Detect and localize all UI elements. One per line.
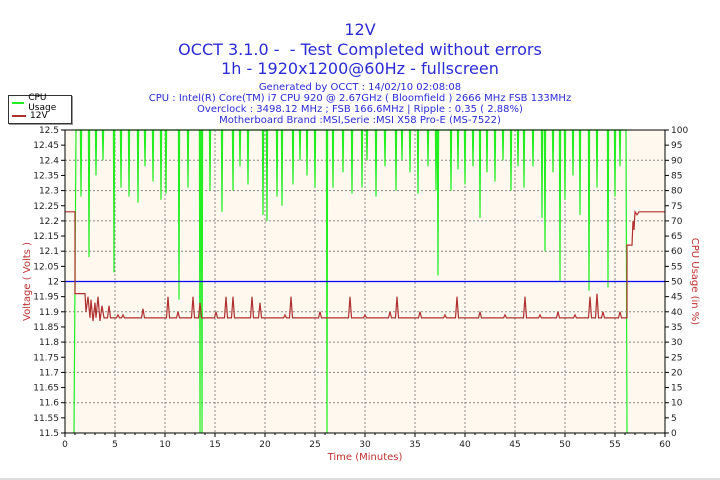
- x-tick-label: 45: [509, 440, 520, 450]
- y2-tick-label: 25: [671, 353, 682, 363]
- x-tick-label: 20: [259, 440, 271, 450]
- y2-tick-label: 90: [671, 156, 683, 166]
- y2-tick-label: 20: [671, 368, 683, 378]
- y2-tick-label: 100: [671, 126, 688, 136]
- x-tick-label: 0: [62, 440, 68, 450]
- legend-label-12v: 12V: [30, 110, 48, 121]
- y-tick-label: 11.6: [39, 399, 59, 409]
- chart-subtitle-2: 1h - 1920x1200@60Hz - fullscreen: [221, 59, 499, 78]
- y2-tick-label: 10: [671, 399, 683, 409]
- y-tick-label: 12.2: [39, 217, 59, 227]
- info-generated: Generated by OCCT : 14/02/10 02:08:08: [258, 82, 462, 93]
- x-tick-label: 30: [359, 440, 371, 450]
- y2-tick-label: 65: [671, 232, 682, 242]
- y-axis-title: Voltage ( Volts ): [22, 242, 33, 321]
- legend-swatch-cpu: [12, 101, 25, 104]
- y2-tick-label: 80: [671, 187, 683, 197]
- info-motherboard: Motherboard Brand :MSI,Serie :MSI X58 Pr…: [219, 115, 501, 126]
- chart-subtitle: OCCT 3.1.0 - - Test Completed without er…: [178, 40, 542, 59]
- x-tick-label: 15: [209, 440, 220, 450]
- x-tick-label: 40: [459, 440, 471, 450]
- y2-axis-title: CPU Usage (in %): [689, 238, 700, 326]
- y-tick-label: 12.15: [33, 232, 59, 242]
- y-tick-label: 11.85: [33, 323, 59, 333]
- y2-tick-label: 30: [671, 338, 683, 348]
- y-tick-label: 11.5: [39, 429, 59, 439]
- plot-frame: [64, 129, 666, 434]
- y2-tick-label: 70: [671, 217, 683, 227]
- legend: CPU Usage 12V: [8, 93, 72, 124]
- y2-tick-label: 5: [671, 414, 677, 424]
- y-tick-label: 12.25: [33, 202, 59, 212]
- y-tick-label: 11.7: [39, 368, 59, 378]
- x-axis-title: Time (Minutes): [327, 452, 403, 463]
- info-cpu: CPU : Intel(R) Core(TM) i7 CPU 920 @ 2.6…: [148, 93, 572, 104]
- y2-tick-label: 95: [671, 141, 682, 151]
- y-tick-label: 12.35: [33, 171, 59, 181]
- x-tick-label: 25: [309, 440, 320, 450]
- info-overclock: Overclock : 3498.12 MHz ; FSB 166.6MHz |…: [197, 104, 523, 115]
- legend-item-cpu: CPU Usage: [9, 93, 71, 113]
- x-tick-label: 10: [159, 440, 171, 450]
- legend-label-cpu: CPU Usage: [28, 92, 57, 113]
- y2-tick-label: 15: [671, 384, 682, 394]
- y-tick-label: 12.3: [39, 187, 59, 197]
- y-tick-label: 11.8: [39, 338, 59, 348]
- y-tick-label: 12.4: [39, 156, 59, 166]
- legend-swatch-12v: [12, 114, 26, 117]
- y-tick-label: 11.65: [33, 384, 59, 394]
- y2-tick-label: 85: [671, 171, 682, 181]
- legend-item-12v: 12V: [9, 109, 71, 122]
- y-tick-label: 11.95: [33, 293, 59, 303]
- x-tick-label: 35: [409, 440, 420, 450]
- y-tick-label: 12.45: [33, 141, 59, 151]
- series-12v: [65, 209, 665, 321]
- chart-title: 12V: [344, 20, 376, 39]
- y-tick-label: 12: [48, 278, 59, 288]
- y2-tick-label: 75: [671, 202, 682, 212]
- y-tick-label: 11.55: [33, 414, 59, 424]
- x-tick-label: 5: [112, 440, 118, 450]
- y2-tick-label: 60: [671, 247, 683, 257]
- y2-tick-label: 40: [671, 308, 683, 318]
- x-tick-label: 50: [559, 440, 571, 450]
- y2-tick-label: 55: [671, 262, 682, 272]
- y-tick-label: 12.05: [33, 262, 59, 272]
- y-tick-label: 12.5: [39, 126, 59, 136]
- y-tick-label: 12.1: [39, 247, 59, 257]
- y-tick-label: 11.9: [39, 308, 59, 318]
- x-tick-label: 55: [609, 440, 620, 450]
- y-tick-label: 11.75: [33, 353, 59, 363]
- y2-tick-label: 50: [671, 278, 683, 288]
- y2-tick-label: 0: [671, 429, 677, 439]
- y2-tick-label: 45: [671, 293, 682, 303]
- y2-tick-label: 35: [671, 323, 682, 333]
- x-tick-label: 60: [659, 440, 671, 450]
